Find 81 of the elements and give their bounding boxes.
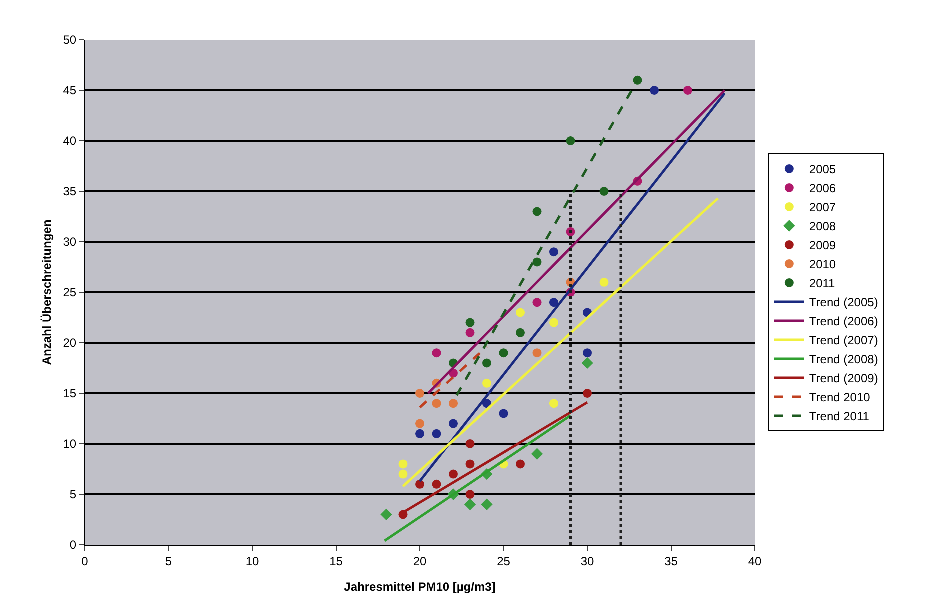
x-axis-title: Jahresmittel PM10 [µg/m3] xyxy=(344,580,496,594)
point xyxy=(550,399,558,408)
y-tick-label: 15 xyxy=(63,386,77,401)
point xyxy=(416,419,424,428)
point xyxy=(499,348,508,358)
point xyxy=(416,389,424,398)
y-tick-label: 10 xyxy=(63,437,77,452)
legend-label: Trend 2010 xyxy=(809,390,871,405)
legend-label: 2007 xyxy=(809,200,836,215)
legend-label: 2011 xyxy=(809,276,836,291)
point xyxy=(516,328,525,338)
x-tick-label: 0 xyxy=(82,554,89,568)
point xyxy=(466,440,475,448)
legend-label: Trend (2009) xyxy=(809,372,878,386)
y-tick-label: 5 xyxy=(70,488,77,502)
point xyxy=(531,448,544,460)
point xyxy=(432,399,442,408)
point xyxy=(516,460,525,469)
y-tick-label: 35 xyxy=(63,184,77,199)
y-tick-label: 40 xyxy=(63,134,77,148)
point xyxy=(684,86,692,95)
y-axis-title: Anzahl Überschreitungen xyxy=(40,220,54,366)
point xyxy=(566,136,576,146)
point xyxy=(532,348,542,358)
point xyxy=(583,389,592,398)
legend-label: Trend (2007) xyxy=(809,334,878,348)
point xyxy=(482,378,492,388)
legend-label: Trend (2008) xyxy=(809,352,878,367)
legend-label: 2008 xyxy=(809,220,836,234)
legend-label: 2006 xyxy=(809,182,836,196)
point xyxy=(432,480,442,489)
y-tick-label: 20 xyxy=(63,336,77,350)
point xyxy=(398,460,408,469)
legend-label: Trend (2005) xyxy=(809,296,878,310)
y-tick-label: 45 xyxy=(63,84,77,98)
point xyxy=(466,490,475,499)
point xyxy=(416,429,424,438)
point xyxy=(398,470,408,479)
y-tick-label: 30 xyxy=(63,235,77,250)
x-tick-label: 5 xyxy=(165,554,172,568)
x-tick-label: 40 xyxy=(748,554,762,568)
point xyxy=(550,318,558,328)
y-tick-label: 50 xyxy=(63,33,77,48)
legend-label: Trend 2011 xyxy=(809,410,870,424)
point xyxy=(583,348,592,358)
point xyxy=(432,429,442,438)
point xyxy=(432,348,442,358)
point xyxy=(449,399,458,408)
point xyxy=(466,318,475,328)
x-tick-label: 20 xyxy=(413,554,427,568)
point xyxy=(464,498,476,510)
point xyxy=(481,498,493,510)
point xyxy=(650,86,659,95)
legend-label: 2010 xyxy=(809,258,836,272)
point xyxy=(600,187,609,196)
point xyxy=(600,278,609,287)
point xyxy=(550,248,558,257)
legend-label: Trend (2006) xyxy=(809,314,878,329)
point xyxy=(482,358,492,368)
point xyxy=(582,357,594,370)
point xyxy=(380,508,392,521)
y-tick-label: 25 xyxy=(63,286,77,300)
point xyxy=(516,308,525,318)
x-tick-label: 15 xyxy=(330,554,344,568)
x-tick-label: 30 xyxy=(580,554,594,568)
point xyxy=(449,470,458,479)
legend-label: 2005 xyxy=(809,162,836,177)
x-tick-label: 10 xyxy=(246,554,260,568)
point xyxy=(532,258,542,267)
legend-label: 2009 xyxy=(809,238,836,253)
point xyxy=(466,328,475,338)
point xyxy=(499,409,508,418)
point xyxy=(449,419,458,428)
y-tick-label: 0 xyxy=(70,538,77,552)
point xyxy=(466,460,475,469)
x-tick-label: 35 xyxy=(664,554,678,568)
point xyxy=(416,480,424,489)
point xyxy=(532,298,542,308)
point xyxy=(550,298,558,308)
point xyxy=(532,207,542,216)
x-tick-label: 25 xyxy=(497,554,511,568)
